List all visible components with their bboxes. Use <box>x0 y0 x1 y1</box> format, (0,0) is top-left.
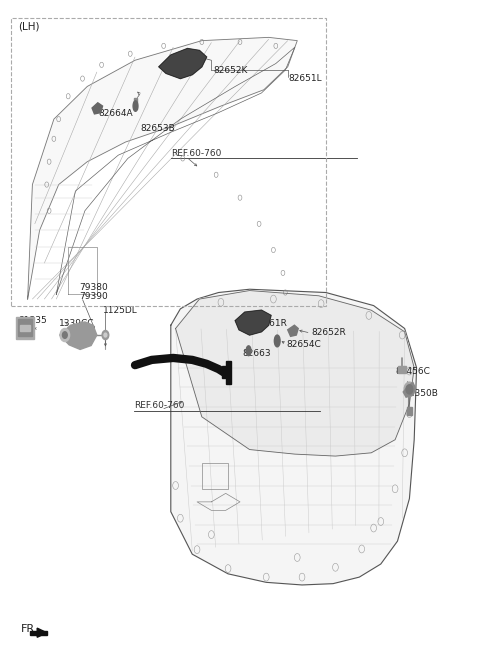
Polygon shape <box>60 322 97 350</box>
Polygon shape <box>134 97 137 109</box>
Circle shape <box>62 332 67 338</box>
Text: 82663: 82663 <box>242 349 271 358</box>
Polygon shape <box>92 102 103 114</box>
Text: REF.60-760: REF.60-760 <box>171 148 221 158</box>
Polygon shape <box>176 290 414 456</box>
Polygon shape <box>30 631 47 635</box>
Circle shape <box>104 333 107 337</box>
Polygon shape <box>16 317 34 339</box>
Polygon shape <box>235 310 271 335</box>
Polygon shape <box>226 361 231 384</box>
Text: REF.60-760: REF.60-760 <box>134 401 184 410</box>
Polygon shape <box>171 289 417 585</box>
Polygon shape <box>407 407 412 415</box>
Circle shape <box>102 330 109 340</box>
Text: 82652R: 82652R <box>311 328 346 337</box>
Text: 79380: 79380 <box>79 283 108 292</box>
Text: 82664A: 82664A <box>99 110 133 118</box>
Polygon shape <box>28 37 297 299</box>
Text: (LH): (LH) <box>18 21 39 32</box>
Polygon shape <box>37 628 47 637</box>
Polygon shape <box>222 367 230 378</box>
Text: 82651L: 82651L <box>288 74 322 83</box>
Text: 82652K: 82652K <box>214 66 248 75</box>
Polygon shape <box>18 319 32 336</box>
Circle shape <box>60 328 70 342</box>
Polygon shape <box>159 49 206 79</box>
Text: 81456C: 81456C <box>395 367 430 376</box>
Text: 82654C: 82654C <box>287 340 322 349</box>
Bar <box>202 463 228 489</box>
Polygon shape <box>20 325 30 331</box>
Text: 82653B: 82653B <box>141 124 176 133</box>
Bar <box>11 18 326 306</box>
Polygon shape <box>398 367 406 373</box>
Text: 81335: 81335 <box>19 316 48 325</box>
Polygon shape <box>288 325 298 336</box>
Ellipse shape <box>404 382 415 397</box>
Text: 82661R: 82661R <box>252 319 287 328</box>
Text: 79390: 79390 <box>79 292 108 301</box>
Ellipse shape <box>406 385 413 394</box>
Text: 81350B: 81350B <box>404 390 439 398</box>
Ellipse shape <box>133 101 138 111</box>
Ellipse shape <box>246 346 251 355</box>
Text: FR.: FR. <box>21 624 38 635</box>
Ellipse shape <box>275 335 280 347</box>
Polygon shape <box>403 382 416 397</box>
Text: 1125DL: 1125DL <box>103 306 138 315</box>
Text: 1339CC: 1339CC <box>59 319 94 328</box>
